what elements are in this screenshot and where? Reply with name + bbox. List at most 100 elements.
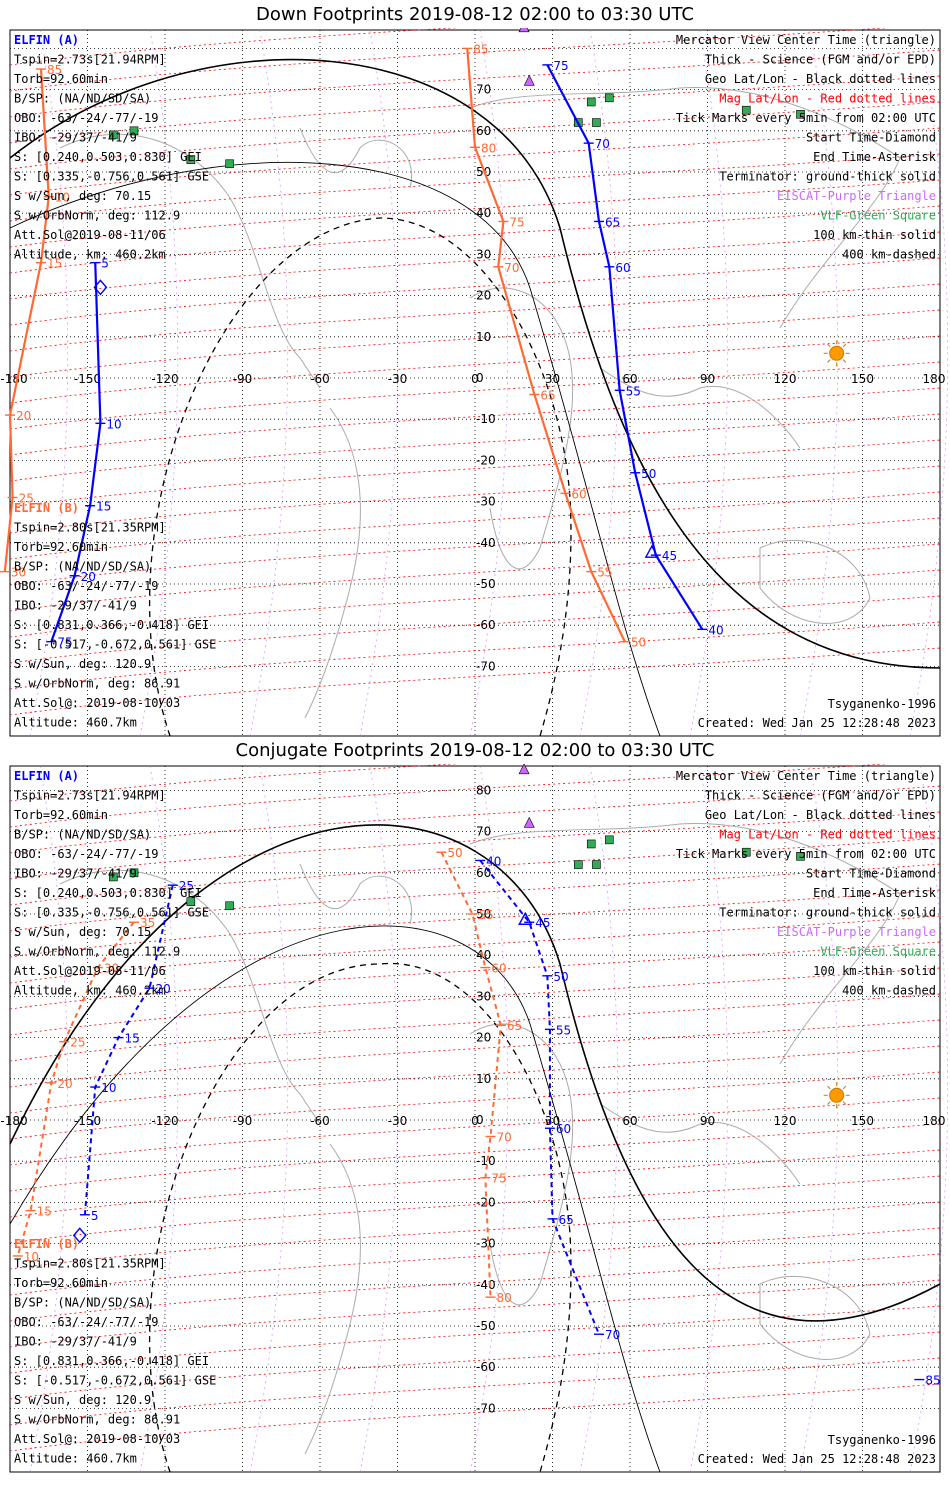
elfin-a-tick-label: 50	[553, 970, 568, 984]
elfin-b-track	[16, 921, 135, 1257]
lat-tick-label: 20	[476, 1031, 491, 1045]
elfin-b-tick-label: 50	[631, 636, 646, 650]
mag-meridian	[469, 765, 509, 1473]
lon-tick-label: -30	[388, 1114, 408, 1128]
elfin-a-tick-label: 10	[106, 417, 121, 431]
mag-meridian	[359, 765, 399, 1473]
lat-tick-label: 80	[476, 783, 491, 797]
legend-item: Mercator View Center Time (triangle)	[676, 769, 936, 783]
elfin-b-tick-label: 15	[37, 1205, 52, 1219]
terminator-100km	[9, 161, 661, 737]
legend-item: Thick - Science (FGM and/or EPD)	[705, 789, 936, 803]
elfin-b-tick-label: 20	[57, 1077, 72, 1091]
elfin-a-info-line: Torb=92.60min	[14, 808, 108, 822]
elfin-a-tick-label: 70	[595, 137, 610, 151]
elfin-b-name: ELFIN (B)	[14, 501, 79, 515]
vlf-station-icon	[109, 130, 118, 140]
elfin-a-info-line: B/SP: (NA/ND/SD/SA)	[14, 828, 151, 842]
sun-ray	[842, 1101, 847, 1105]
elfin-b-name: ELFIN (B)	[14, 1237, 79, 1251]
elfin-b-info-line: B/SP: (NA/ND/SD/SA)	[14, 1296, 151, 1310]
elfin-a-tick-label: 10	[101, 1081, 116, 1095]
lon-tick-label: 180	[923, 1114, 946, 1128]
eiscat-triangle-icon	[523, 816, 535, 828]
coastline	[759, 1275, 871, 1360]
map-content	[9, 764, 949, 1473]
lat-tick-label: -40	[476, 1278, 496, 1292]
elfin-b-tick-label: 75	[491, 1172, 506, 1186]
legend-item: EISCAT-Purple Triangle	[777, 925, 936, 939]
elfin-b-tick-label: 35	[140, 916, 155, 930]
mag-meridian	[689, 29, 729, 737]
coastline	[759, 539, 871, 624]
sun-ray	[827, 359, 831, 363]
mag-meridian	[249, 29, 289, 737]
elfin-b-tick-label: 75	[509, 215, 524, 229]
elfin-b-info-line: Att.Sol@: 2019-08-10/03	[14, 1432, 180, 1446]
lat-tick-label: 70	[476, 825, 491, 839]
eiscat-triangle-icon	[518, 764, 530, 775]
elfin-a-info-line: IBO: -29/37/-41/9	[14, 867, 137, 881]
elfin-b-tick-label: 15	[47, 257, 62, 271]
legend-item: EISCAT-Purple Triangle	[777, 189, 936, 203]
panel-title-down: Down Footprints 2019-08-12 02:00 to 03:3…	[256, 4, 694, 25]
lat-tick-label: 70	[476, 83, 491, 97]
coastline	[469, 823, 901, 1065]
vlf-station-icon	[129, 126, 139, 136]
mag-meridian	[909, 29, 949, 737]
sun-ray	[827, 343, 831, 348]
eiscat-triangle-icon	[523, 74, 535, 86]
elfin-a-tick-label: 70	[605, 1328, 620, 1342]
legend-item: Tick Marks every 5min from 02:00 UTC	[676, 111, 936, 125]
elfin-b-info-line: Tspin=2.80s[21.35RPM]	[14, 521, 166, 535]
elfin-a-info-line: S: [0.240,0.503,0.830] GEI	[14, 886, 202, 900]
vlf-station-icon	[186, 897, 196, 906]
lat-tick-label: 30	[476, 989, 491, 1003]
elfin-b-info-line: Torb=92.60min	[14, 540, 108, 554]
legend-item: End Time-Asterisk	[813, 150, 937, 164]
elfin-b-info-line: S w/Sun, deg: 120.9	[14, 657, 151, 671]
lat-tick-label: -50	[476, 577, 496, 591]
terminator-ground	[9, 824, 941, 1322]
model-name: Tsyganenko-1996	[828, 1433, 936, 1447]
elfin-b-track	[3, 68, 50, 572]
coastline	[59, 133, 321, 389]
elfin-b-tick-label: 25	[19, 491, 34, 505]
mag-meridian	[29, 29, 69, 737]
elfin-a-info-line: OBO: -63/-24/-77/-19	[14, 111, 159, 125]
elfin-b-info-line: S: [-0.517,-0.672,0.561] GSE	[14, 1374, 216, 1388]
elfin-a-tick-label: 65	[559, 1213, 574, 1227]
elfin-b-info-line: OBO: -63/-24/-77/-19	[14, 1315, 159, 1329]
lat-tick-label: 0	[476, 371, 484, 385]
lat-tick-label: -20	[476, 453, 496, 467]
sun-ray	[827, 1101, 831, 1105]
elfin-b-info-line: S: [-0.517,-0.672,0.561] GSE	[14, 638, 216, 652]
lon-tick-label: 60	[622, 372, 637, 386]
legend-item: Geo Lat/Lon - Black dotted lines	[705, 808, 936, 822]
elfin-b-tick-label: 80	[497, 1291, 512, 1305]
elfin-b-info-line: S: [0.831,0.366,-0.418] GEI	[14, 1354, 209, 1368]
lat-tick-label: -60	[476, 1360, 496, 1374]
elfin-a-info-line: S w/OrbNorm, deg: 112.9	[14, 945, 180, 959]
vlf-station-icon	[586, 839, 596, 849]
mag-meridian	[139, 29, 179, 737]
vlf-station-icon	[605, 835, 614, 845]
vlf-station-icon	[586, 97, 596, 107]
map-content	[9, 28, 949, 737]
terminator-400km	[149, 962, 572, 1473]
lon-tick-label: 90	[700, 372, 715, 386]
lon-tick-label: -180	[0, 372, 27, 386]
legend-item: VLF-Green Square	[820, 945, 936, 959]
terminator-400km	[149, 217, 572, 737]
lon-tick-label: 30	[545, 1114, 560, 1128]
elfin-a-name: ELFIN (A)	[14, 33, 79, 47]
panel-title-conjugate: Conjugate Footprints 2019-08-12 02:00 to…	[235, 740, 715, 761]
elfin-a-info-line: Att.Sol@2019-08-11/06	[14, 228, 166, 242]
elfin-b-tick-label: 50	[447, 846, 462, 860]
elfin-a-tick-label: 25	[179, 879, 194, 893]
elfin-b-tick-label: 65	[507, 1019, 522, 1033]
legend-item: End Time-Asterisk	[813, 886, 937, 900]
elfin-b-info-line: IBO: -29/37/-41/9	[14, 1335, 137, 1349]
elfin-a-info-line: S w/OrbNorm, deg: 112.9	[14, 209, 180, 223]
vlf-station-icon	[225, 901, 234, 911]
